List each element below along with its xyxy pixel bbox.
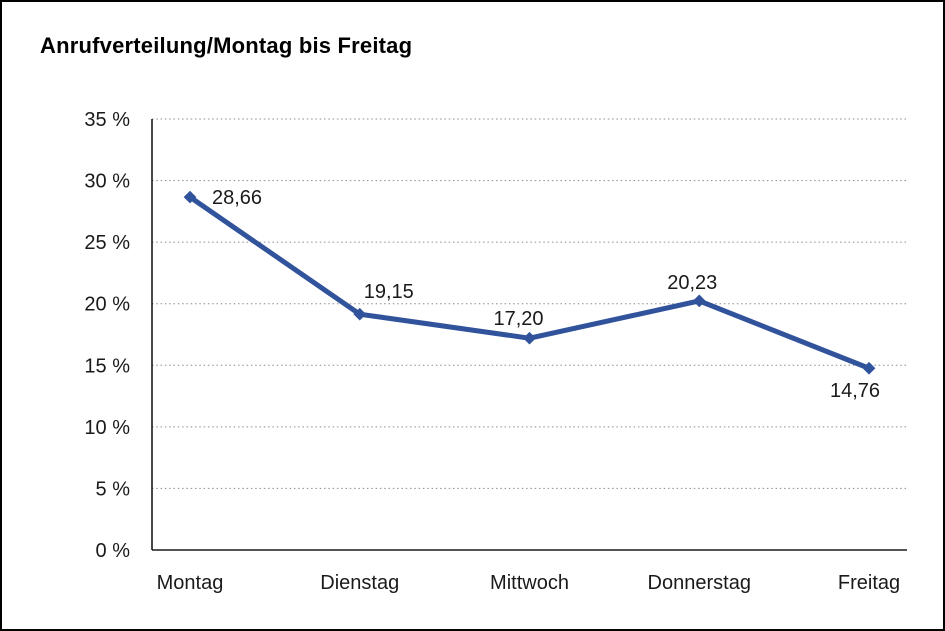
value-label: 28,66 [212,187,262,209]
y-tick-label: 35 % [84,109,130,131]
y-tick-label: 25 % [84,232,130,254]
chart-title: Anrufverteilung/Montag bis Freitag [40,33,413,58]
data-point [523,331,536,345]
data-point [183,190,197,204]
x-tick-label: Dienstag [320,572,399,594]
value-label: 14,76 [830,380,880,402]
x-tick-label: Montag [157,572,224,594]
x-tick-label: Donnerstag [648,572,751,594]
value-label: 17,20 [493,308,543,330]
y-tick-label: 30 % [84,171,130,193]
y-tick-label: 10 % [84,417,130,439]
y-tick-label: 5 % [96,478,131,500]
y-tick-label: 20 % [84,294,130,316]
value-label: 19,15 [364,281,414,303]
x-tick-label: Freitag [838,572,900,594]
y-tick-label: 0 % [96,540,131,562]
y-tick-label: 15 % [84,355,130,377]
x-tick-label: Mittwoch [490,572,569,594]
value-label: 20,23 [667,272,717,294]
data-point [353,307,367,321]
